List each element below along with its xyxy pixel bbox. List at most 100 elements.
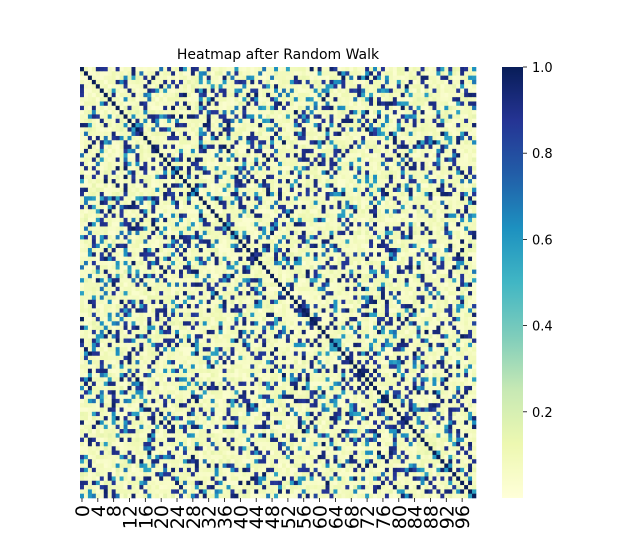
heatmap-cell <box>91 84 97 89</box>
heatmap-cell <box>115 71 120 76</box>
heatmap-cell <box>179 105 184 111</box>
heatmap-cell <box>159 148 164 154</box>
heatmap-cell <box>107 79 112 85</box>
heatmap-cell <box>127 200 132 206</box>
heatmap-cell <box>107 118 112 124</box>
heatmap-cell <box>155 252 160 257</box>
heatmap-cell <box>222 217 227 223</box>
heatmap-cell <box>365 265 370 270</box>
heatmap-cell <box>297 67 303 72</box>
heatmap-cell <box>210 200 215 206</box>
heatmap-cell <box>333 114 338 120</box>
heatmap-cell <box>278 200 283 206</box>
heatmap-cell <box>432 265 437 270</box>
heatmap-cell <box>464 196 469 201</box>
heatmap-cell <box>456 265 461 270</box>
heatmap-cell <box>285 67 291 72</box>
heatmap-cell <box>380 67 386 72</box>
heatmap-cell <box>167 179 172 184</box>
heatmap-cell <box>278 110 283 115</box>
heatmap-cell <box>436 217 441 223</box>
heatmap-cell <box>309 84 314 89</box>
heatmap-cell <box>258 153 263 158</box>
heatmap-cell <box>171 183 176 188</box>
heatmap-cell <box>337 191 342 197</box>
heatmap-cell <box>179 278 184 283</box>
heatmap-cell <box>317 84 322 89</box>
heatmap-cell <box>412 135 417 141</box>
heatmap-cell <box>416 191 421 197</box>
heatmap-cell <box>416 239 421 245</box>
heatmap-cell <box>472 127 477 132</box>
heatmap-cell <box>182 222 188 227</box>
heatmap-cell <box>254 67 259 72</box>
heatmap-cell <box>404 153 409 158</box>
heatmap-cell <box>349 174 354 180</box>
heatmap-cell <box>424 131 429 137</box>
heatmap-cell <box>341 97 346 102</box>
heatmap-cell <box>155 148 160 154</box>
heatmap-cell <box>321 174 326 180</box>
heatmap-cell <box>167 191 172 197</box>
heatmap-cell <box>361 88 366 94</box>
heatmap-cell <box>444 92 449 98</box>
heatmap-cell <box>167 105 172 111</box>
heatmap-cell <box>313 127 318 132</box>
heatmap-cell <box>250 75 255 81</box>
heatmap-cell <box>353 101 358 107</box>
heatmap-cell <box>289 239 295 245</box>
heatmap-cell <box>317 170 322 176</box>
heatmap-cell <box>380 235 386 240</box>
heatmap-cell <box>278 183 283 188</box>
heatmap-cell <box>99 243 105 249</box>
heatmap-cell <box>456 101 461 107</box>
heatmap-cell <box>440 204 445 210</box>
heatmap-cell <box>408 75 413 81</box>
heatmap-cell <box>266 157 271 163</box>
heatmap-cell <box>186 209 192 214</box>
heatmap-cell <box>400 265 406 270</box>
heatmap-cell <box>222 269 227 275</box>
heatmap-cell <box>151 148 156 154</box>
heatmap-cell <box>400 183 406 188</box>
heatmap-cell <box>163 71 168 76</box>
heatmap-cell <box>234 174 239 180</box>
heatmap-cell <box>333 260 338 266</box>
heatmap-cell <box>357 243 362 249</box>
heatmap-cell <box>436 200 441 206</box>
heatmap-cell <box>353 196 358 201</box>
heatmap-cell <box>289 97 295 102</box>
heatmap-cell <box>182 75 188 81</box>
heatmap-cell <box>115 140 120 145</box>
heatmap-cell <box>317 101 322 107</box>
heatmap-cell <box>353 265 358 270</box>
heatmap-cell <box>420 260 425 266</box>
heatmap-cell <box>111 127 116 132</box>
heatmap-cell <box>305 222 310 227</box>
heatmap-cell <box>468 144 473 150</box>
heatmap-cell <box>123 148 128 154</box>
heatmap-cell <box>472 123 477 128</box>
heatmap-cell <box>404 226 409 232</box>
heatmap-cell <box>361 239 366 245</box>
heatmap-cell <box>210 256 215 262</box>
heatmap-cell <box>424 110 429 115</box>
heatmap-cell <box>258 135 263 141</box>
heatmap-cell <box>210 226 215 232</box>
heatmap-cell <box>412 265 417 270</box>
heatmap-cell <box>293 209 299 214</box>
heatmap-cell <box>468 101 473 107</box>
heatmap-cell <box>424 161 429 167</box>
heatmap-cell <box>226 230 231 236</box>
heatmap-cell <box>274 118 279 124</box>
heatmap-cell <box>416 110 421 115</box>
heatmap-cell <box>230 84 235 89</box>
heatmap-cell <box>175 88 180 94</box>
heatmap-cell <box>317 222 322 227</box>
heatmap-cell <box>222 222 227 227</box>
heatmap-cell <box>448 204 453 210</box>
heatmap-cell <box>230 166 235 171</box>
heatmap-cell <box>452 196 457 201</box>
heatmap-cell <box>309 123 314 128</box>
heatmap-cell <box>317 105 322 111</box>
